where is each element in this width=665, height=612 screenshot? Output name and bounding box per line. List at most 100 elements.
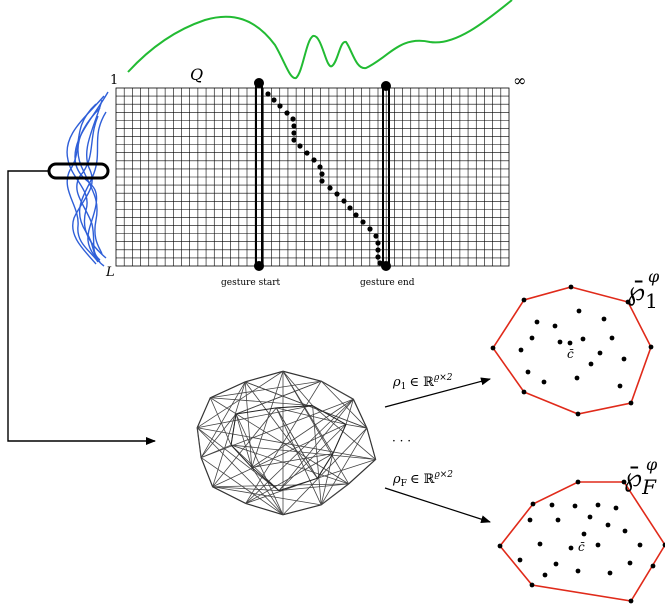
hull-point bbox=[607, 570, 613, 576]
centroid-label-bottom: c̄ bbox=[578, 540, 585, 554]
path-dot bbox=[319, 178, 325, 184]
polytope-icon bbox=[196, 370, 377, 516]
hull-point bbox=[553, 561, 559, 567]
hull-point bbox=[621, 356, 627, 362]
centroid-label-top: c̄ bbox=[567, 347, 574, 361]
path-dot bbox=[341, 198, 347, 204]
projection-arrow-bottom-icon bbox=[384, 487, 491, 524]
path-dot bbox=[375, 254, 381, 260]
svg-text:ρF∈ ℝϱ×2: ρF ∈ ℝϱ×2 bbox=[392, 470, 453, 489]
time-series-curves bbox=[66, 91, 109, 267]
hull-point bbox=[574, 375, 580, 381]
centroid-point bbox=[581, 531, 587, 537]
path-dot bbox=[291, 137, 297, 143]
hull-point bbox=[529, 335, 535, 341]
convex-hull-bottom bbox=[497, 479, 665, 604]
svg-text:φ: φ bbox=[648, 267, 660, 286]
hull-vertex bbox=[662, 542, 665, 548]
hull-point bbox=[576, 308, 582, 314]
path-dot bbox=[297, 143, 303, 149]
convex-hull-top bbox=[490, 284, 654, 417]
hull-vertex bbox=[628, 400, 634, 406]
path-dot bbox=[290, 116, 296, 122]
svg-text:φ: φ bbox=[646, 455, 658, 474]
row-end-label: L bbox=[105, 265, 115, 280]
path-dot bbox=[271, 97, 277, 103]
hull-point bbox=[549, 502, 555, 508]
hull-point bbox=[525, 369, 531, 375]
hull-vertex bbox=[490, 345, 496, 351]
connector-arrow-icon bbox=[7, 170, 156, 445]
gesture-end-marker bbox=[381, 81, 391, 271]
path-dot bbox=[373, 233, 379, 239]
hull-vertex bbox=[497, 543, 503, 549]
hull-point bbox=[580, 336, 586, 342]
hull-symbol-bottom: ℘̄F φ bbox=[624, 455, 658, 499]
svg-text:ρ1∈ ℝϱ×2: ρ1 ∈ ℝϱ×2 bbox=[392, 373, 453, 392]
warping-path bbox=[265, 91, 383, 266]
hull-vertex bbox=[530, 501, 536, 507]
hull-vertex bbox=[625, 299, 631, 305]
hull-point bbox=[622, 528, 628, 534]
path-dot bbox=[334, 191, 340, 197]
gesture-start-marker bbox=[254, 78, 264, 271]
path-dot bbox=[265, 91, 271, 97]
hull-point bbox=[637, 542, 643, 548]
path-dot bbox=[291, 130, 297, 136]
hull-point bbox=[568, 545, 574, 551]
hull-point bbox=[575, 568, 581, 574]
hull-point bbox=[597, 350, 603, 356]
hull-outline bbox=[498, 481, 665, 602]
hull-vertex bbox=[529, 582, 535, 588]
query-label: Q bbox=[190, 65, 203, 84]
hull-point bbox=[588, 361, 594, 367]
hull-point bbox=[609, 335, 615, 341]
projection-label-top: ρ1 ∈ ℝϱ×2 bbox=[392, 373, 453, 392]
col-end-label: ∞ bbox=[513, 71, 526, 90]
projection-arrow-top-icon bbox=[384, 377, 491, 408]
gesture-end-label: gesture end bbox=[360, 278, 415, 288]
hull-point bbox=[650, 563, 656, 569]
hull-vertex bbox=[521, 297, 527, 303]
hull-point bbox=[542, 572, 548, 578]
hull-point bbox=[617, 383, 623, 389]
path-dot bbox=[319, 171, 325, 177]
centroid-point bbox=[567, 340, 573, 346]
hull-point bbox=[517, 557, 523, 563]
path-dot bbox=[317, 164, 323, 170]
hull-point bbox=[601, 316, 607, 322]
path-dot bbox=[284, 110, 290, 116]
path-dot bbox=[367, 226, 373, 232]
path-dot bbox=[327, 185, 333, 191]
row-start-label: 1 bbox=[110, 73, 118, 88]
projection-label-bottom: ρF ∈ ℝϱ×2 bbox=[392, 470, 453, 489]
signal-curve bbox=[127, 0, 513, 80]
path-dot bbox=[375, 247, 381, 253]
path-dot bbox=[277, 103, 283, 109]
alignment-grid bbox=[115, 87, 510, 267]
hull-point bbox=[534, 319, 540, 325]
gesture-start-label: gesture start bbox=[221, 278, 281, 288]
hull-point bbox=[613, 505, 619, 511]
path-dot bbox=[360, 219, 366, 225]
path-dot bbox=[353, 212, 359, 218]
path-dot bbox=[291, 123, 297, 129]
svg-text:℘̄F: ℘̄F bbox=[624, 463, 657, 499]
hull-point bbox=[518, 347, 524, 353]
svg-text:℘̄1: ℘̄1 bbox=[627, 277, 658, 313]
path-dot bbox=[375, 240, 381, 246]
hull-symbol-top: ℘̄1 φ bbox=[627, 267, 660, 313]
hull-vertex bbox=[521, 389, 527, 395]
hull-vertex bbox=[628, 598, 634, 604]
hull-point bbox=[605, 522, 611, 528]
hull-vertex bbox=[575, 411, 581, 417]
hull-point bbox=[541, 379, 547, 385]
path-dot bbox=[347, 205, 353, 211]
hull-point bbox=[557, 339, 563, 345]
hull-point bbox=[555, 517, 561, 523]
hull-point bbox=[595, 542, 601, 548]
hull-point bbox=[537, 541, 543, 547]
hull-vertex bbox=[575, 479, 581, 485]
